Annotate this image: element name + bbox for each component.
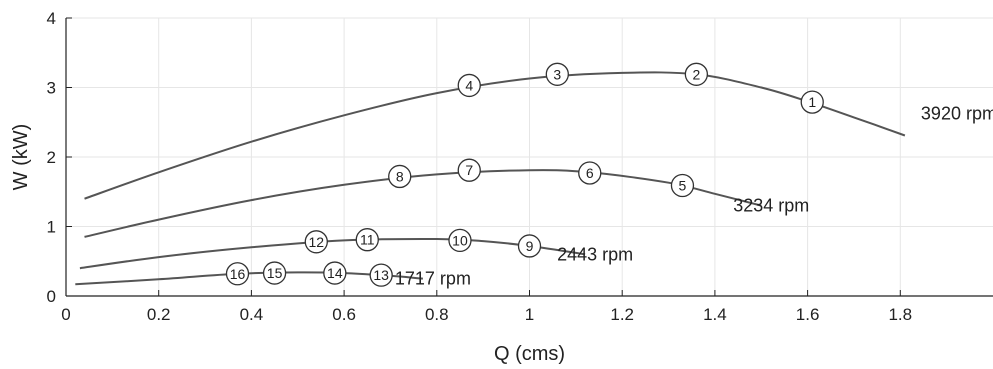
operating-point-label: 12 [309, 234, 325, 250]
x-tick-label: 1.2 [610, 305, 634, 324]
operating-point-label: 5 [679, 177, 687, 193]
y-tick-label: 2 [47, 148, 56, 167]
series-label: 2443 rpm [557, 244, 633, 264]
operating-point-label: 7 [465, 162, 473, 178]
y-tick-label: 0 [47, 287, 56, 306]
operating-point-label: 14 [327, 265, 343, 281]
x-tick-label: 1.6 [796, 305, 820, 324]
x-tick-label: 0.4 [240, 305, 264, 324]
operating-point-marker [684, 62, 709, 86]
operating-point-label: 16 [230, 266, 246, 282]
operating-point-label: 3 [553, 66, 561, 82]
x-tick-label: 1.8 [888, 305, 912, 324]
operating-point-label: 15 [267, 265, 283, 281]
series-label: 1717 rpm [395, 269, 471, 289]
operating-point-label: 8 [396, 168, 404, 184]
x-axis-label: Q (cms) [494, 343, 565, 365]
operating-point-marker [388, 164, 412, 189]
x-tick-label: 1.4 [703, 305, 727, 324]
operating-point-label: 6 [586, 165, 594, 181]
operating-point-label: 1 [808, 94, 816, 110]
series-label: 3234 rpm [733, 196, 809, 216]
x-tick-label: 0 [61, 305, 70, 324]
operating-point-marker [457, 158, 481, 182]
y-tick-label: 1 [47, 218, 56, 237]
y-tick-label: 3 [47, 79, 56, 98]
operating-point-marker [304, 230, 328, 254]
operating-point-marker [800, 90, 824, 114]
operating-point-marker [323, 261, 347, 285]
x-tick-label: 0.6 [332, 305, 356, 324]
operating-point-marker [262, 261, 287, 285]
x-tick-label: 0.2 [147, 305, 171, 324]
operating-point-marker [355, 228, 379, 252]
series-label: 3920 rpm [921, 103, 993, 123]
operating-point-label: 4 [465, 77, 473, 93]
operating-point-marker [578, 161, 602, 185]
operating-point-label: 2 [692, 66, 700, 82]
operating-point-marker [448, 228, 472, 253]
operating-point-label: 10 [452, 232, 468, 248]
operating-point-marker [545, 62, 569, 86]
operating-point-marker [457, 73, 481, 98]
x-tick-label: 0.8 [425, 305, 449, 324]
y-axis-label: W (kW) [10, 124, 32, 191]
series-line [84, 71, 906, 200]
x-tick-label: 1 [525, 305, 534, 324]
operating-point-marker [670, 173, 695, 198]
y-tick-label: 4 [47, 9, 56, 28]
operating-point-marker [369, 263, 393, 287]
operating-point-marker [517, 234, 542, 258]
operating-point-marker [225, 262, 250, 286]
operating-point-label: 9 [526, 238, 534, 254]
operating-point-label: 13 [373, 267, 389, 283]
operating-point-label: 11 [360, 232, 375, 248]
